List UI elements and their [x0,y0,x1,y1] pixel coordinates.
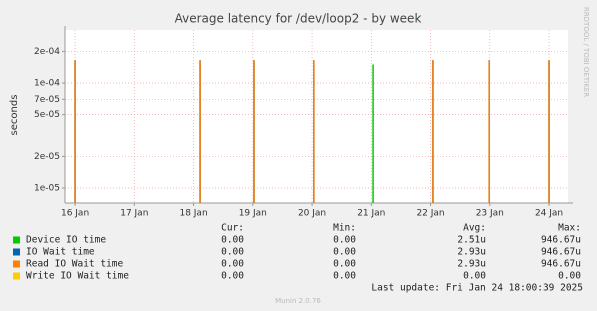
legend-entry: IO Wait time [26,247,95,258]
legend-stat: 946.67u [541,235,581,246]
legend-stat: 0.00 [221,247,244,258]
y-tick-label: 5e-05 [34,110,60,120]
last-update: Last update: Fri Jan 24 18:00:39 2025 [371,283,583,294]
side-text: RRDTOOL / TOBI OETIKER [582,7,590,97]
y-axis-label: seconds [9,95,20,136]
plot-area [65,30,568,203]
y-tick-label: 1e-05 [34,184,60,194]
legend-stat: 0.00 [221,259,244,270]
x-tick-label: 18 Jan [179,209,207,219]
legend-stat: 2.93u [457,247,486,258]
legend-header: Avg: [463,223,486,234]
footer: Munin 2.0.76 [275,297,321,305]
x-tick-label: 19 Jan [239,209,267,219]
legend-stat: 2.51u [457,235,486,246]
y-tick-label: 1e-04 [34,79,60,89]
legend-swatch [13,260,20,268]
legend-stat: 0.00 [333,247,356,258]
x-tick-label: 20 Jan [298,209,326,219]
y-tick-label: 2e-04 [34,47,60,57]
x-tick-label: 17 Jan [120,209,148,219]
legend-swatch [13,248,20,256]
x-tick-label: 23 Jan [476,209,504,219]
legend-stat: 0.00 [333,271,356,282]
x-tick-label: 22 Jan [416,209,444,219]
legend-header: Cur: [221,223,244,234]
legend-entry: Device IO time [26,235,106,246]
legend-entry: Read IO Wait time [26,259,124,270]
legend-stat: 0.00 [221,235,244,246]
legend-header: Max: [558,223,581,234]
legend-stat: 946.67u [541,247,581,258]
chart-title: Average latency for /dev/loop2 - by week [175,12,422,26]
y-tick-label: 7e-05 [34,95,60,105]
x-tick-label: 24 Jan [535,209,563,219]
legend-stat: 0.00 [558,271,581,282]
legend-stat: 0.00 [463,271,486,282]
legend-stat: 0.00 [333,235,356,246]
legend-swatch [13,272,20,280]
legend-stat: 0.00 [333,259,356,270]
legend-stat: 946.67u [541,259,581,270]
legend-stat: 2.93u [457,259,486,270]
x-tick-label: 16 Jan [61,209,89,219]
x-tick-label: 21 Jan [357,209,385,219]
legend-stat: 0.00 [221,271,244,282]
legend-swatch [13,236,20,244]
legend-header: Min: [333,223,356,234]
legend-entry: Write IO Wait time [26,271,129,282]
y-tick-label: 2e-05 [34,152,60,162]
